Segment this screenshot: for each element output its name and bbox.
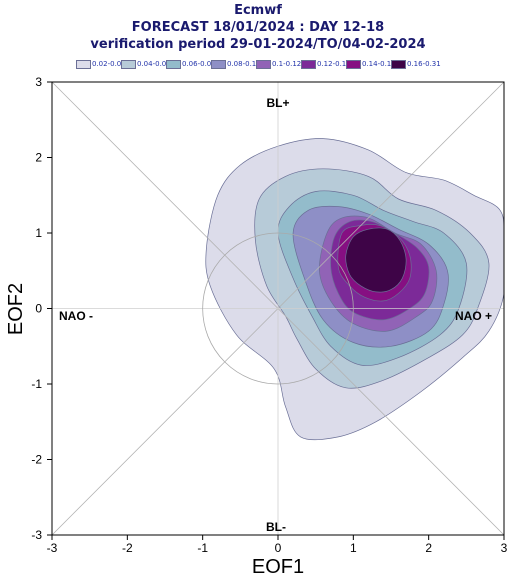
y-tick-label: -1 bbox=[31, 377, 42, 391]
x-tick-label: -3 bbox=[47, 541, 58, 555]
legend-label: 0.14-0.16 bbox=[362, 60, 396, 68]
x-tick-label: -1 bbox=[197, 541, 208, 555]
x-axis-label: EOF1 bbox=[252, 556, 304, 578]
legend-swatch bbox=[391, 59, 406, 69]
chart-subtitle-verification: verification period 29-01-2024/TO/04-02-… bbox=[90, 37, 426, 52]
chart-title: Ecmwf bbox=[234, 3, 282, 18]
legend-item: 0.14-0.16 bbox=[346, 58, 396, 70]
legend-item: 0.04-0.06 bbox=[121, 58, 171, 70]
legend-swatch bbox=[76, 59, 91, 69]
y-tick-label: -3 bbox=[31, 528, 42, 542]
axis-ticks: -3 -2 -1 0 1 2 3 -3 -2 -1 0 1 2 3 bbox=[31, 75, 507, 555]
legend-item: 0.1-0.12 bbox=[256, 58, 301, 70]
legend-label: 0.1-0.12 bbox=[272, 60, 302, 68]
legend-item: 0.16-0.31 bbox=[391, 58, 441, 70]
x-tick-label: 2 bbox=[425, 541, 432, 555]
legend-item: 0.08-0.1 bbox=[211, 58, 256, 70]
regime-label-bottom: BL- bbox=[266, 520, 286, 534]
y-tick-label: -2 bbox=[31, 453, 42, 467]
reference-circle bbox=[202, 232, 354, 385]
legend-swatch bbox=[346, 59, 361, 69]
y-tick-label: 3 bbox=[35, 75, 42, 89]
x-tick-label: 1 bbox=[350, 541, 357, 555]
legend-swatch bbox=[211, 59, 226, 69]
x-tick-label: 3 bbox=[501, 541, 508, 555]
legend-swatch bbox=[301, 59, 316, 69]
y-tick-label: 0 bbox=[35, 302, 42, 316]
x-tick-label: 0 bbox=[275, 541, 282, 555]
legend-item: 0.06-0.08 bbox=[166, 58, 216, 70]
legend-item: 0.12-0.14 bbox=[301, 58, 351, 70]
legend-swatch bbox=[256, 59, 271, 69]
chart-legend: 0.02-0.04 0.04-0.06 0.06-0.08 0.08-0.1 0.1-0… bbox=[76, 58, 441, 70]
legend-label: 0.06-0.08 bbox=[182, 60, 216, 68]
legend-item: 0.02-0.04 bbox=[76, 58, 126, 70]
contour-level-7 bbox=[345, 227, 407, 293]
legend-label: 0.12-0.14 bbox=[317, 60, 351, 68]
regime-label-left: NAO - bbox=[59, 309, 93, 323]
density-contours bbox=[205, 138, 504, 441]
regime-label-right: NAO + bbox=[455, 309, 492, 323]
legend-swatch bbox=[166, 59, 181, 69]
chart-subtitle-forecast: FORECAST 18/01/2024 : DAY 12-18 bbox=[131, 20, 385, 35]
legend-swatch bbox=[121, 59, 136, 69]
legend-label: 0.02-0.04 bbox=[92, 60, 126, 68]
guide-lines bbox=[51, 81, 505, 536]
y-tick-label: 2 bbox=[35, 151, 42, 165]
y-tick-label: 1 bbox=[35, 226, 42, 240]
legend-label: 0.08-0.1 bbox=[227, 60, 257, 68]
y-axis-label: EOF2 bbox=[5, 283, 27, 335]
legend-label: 0.16-0.31 bbox=[407, 60, 441, 68]
legend-label: 0.04-0.06 bbox=[137, 60, 171, 68]
x-tick-label: -2 bbox=[122, 541, 133, 555]
regime-label-top: BL+ bbox=[266, 96, 289, 110]
